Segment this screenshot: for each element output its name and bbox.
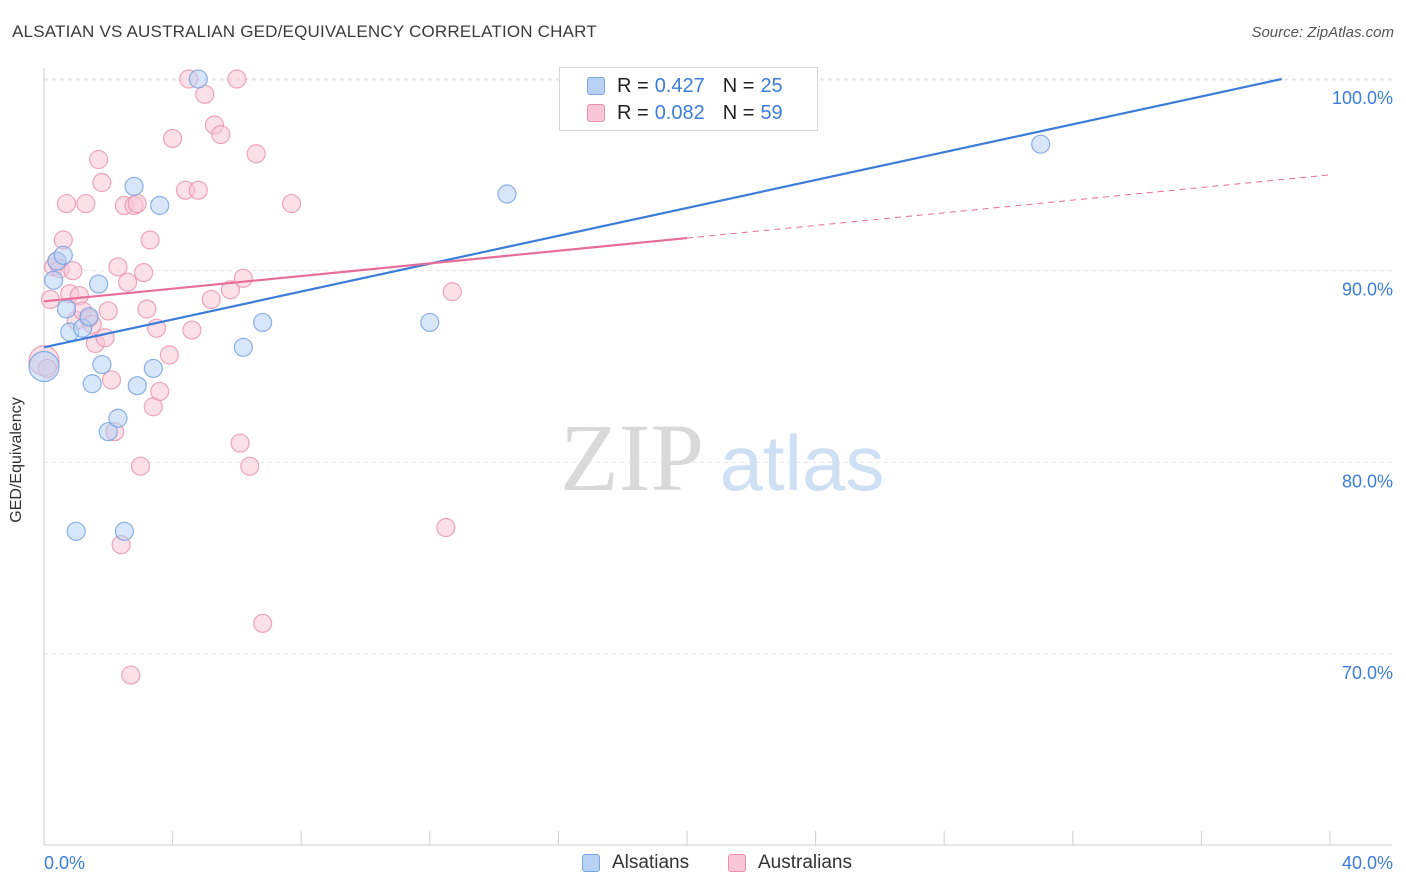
chart-title: ALSATIAN VS AUSTRALIAN GED/EQUIVALENCY C… — [12, 22, 597, 41]
australians-point — [98, 301, 118, 321]
legend-label: Alsatians — [612, 852, 690, 873]
australians-point — [211, 124, 231, 145]
r-value: 0.427 — [654, 74, 705, 97]
australians-point — [63, 261, 83, 281]
watermark-zip: ZIP — [560, 404, 704, 511]
y-tick-label: 90.0% — [1342, 280, 1393, 300]
alsatians-point — [497, 184, 517, 204]
alsatians-point — [233, 337, 253, 357]
r-value: 0.082 — [654, 101, 705, 124]
r-label: R = — [617, 74, 649, 97]
australians-points — [28, 69, 697, 685]
alsatians-point — [124, 176, 144, 196]
alsatians-point — [98, 422, 118, 442]
alsatians-point — [114, 521, 134, 541]
australians-swatch — [728, 854, 746, 872]
australians-point — [442, 282, 462, 302]
alsatians-points — [28, 69, 1051, 541]
australians-point — [188, 180, 208, 200]
legend-item-alsatians[interactable]: Alsatians — [582, 852, 689, 874]
alsatians-point — [143, 358, 163, 379]
legend-label: Australians — [758, 852, 852, 873]
australians-point — [436, 517, 456, 538]
australians-point — [220, 280, 241, 300]
australians-point — [281, 193, 302, 214]
australians-point — [101, 370, 122, 390]
y-tick-labels: 70.0% 80.0% 90.0% 100.0% — [1332, 88, 1393, 683]
axes — [43, 68, 1392, 846]
watermark: ZIP atlas — [560, 404, 884, 511]
alsatians-point — [56, 299, 77, 319]
australians-point — [227, 69, 247, 89]
trend-lines — [43, 77, 1331, 349]
alsatians-point — [66, 521, 86, 541]
australians-trend-extension — [686, 174, 1331, 239]
australians-point — [246, 144, 266, 164]
x-tick-label: 40.0% — [1342, 853, 1393, 873]
stats-row-australians: R = 0.082 N = 59 — [587, 101, 783, 125]
alsatians-point — [1031, 134, 1051, 154]
stats-legend: R = 0.427 N = 25 R = 0.082 N = 59 — [559, 67, 818, 131]
australians-point — [159, 345, 179, 365]
australians-point — [134, 262, 154, 283]
australians-trend-line — [43, 236, 688, 303]
australians-point — [95, 328, 115, 348]
australians-point — [89, 149, 109, 170]
n-label: N = — [722, 74, 755, 97]
y-tick-label: 70.0% — [1342, 663, 1393, 683]
australians-point — [121, 665, 141, 685]
alsatians-swatch — [582, 854, 600, 872]
alsatians-point — [420, 312, 440, 333]
australians-point — [182, 320, 202, 340]
australians-point — [137, 299, 157, 319]
alsatians-point — [53, 245, 73, 265]
r-label: R = — [617, 101, 649, 124]
australians-point — [92, 172, 112, 193]
australians-point — [140, 230, 160, 250]
legend-item-australians[interactable]: Australians — [728, 852, 852, 874]
x-tick-label: 0.0% — [44, 853, 85, 873]
alsatians-point — [44, 270, 64, 290]
alsatians-swatch — [587, 77, 605, 95]
stats-row-alsatians: R = 0.427 N = 25 — [587, 74, 783, 98]
alsatians-point — [108, 408, 128, 428]
australians-point — [253, 613, 273, 633]
australians-point — [201, 289, 221, 310]
australians-point — [56, 193, 77, 214]
gridlines — [44, 78, 1392, 655]
y-tick-label: 100.0% — [1332, 88, 1393, 108]
australians-point — [150, 381, 170, 402]
watermark-atlas: atlas — [720, 419, 885, 507]
australians-point — [233, 268, 253, 288]
alsatians-point — [127, 376, 147, 396]
x-tick-labels: 0.0% 40.0% — [44, 853, 1393, 873]
australians-point — [117, 272, 138, 292]
australians-swatch — [587, 104, 605, 122]
alsatians-point — [82, 374, 102, 394]
australians-point — [230, 433, 250, 453]
australians-point — [163, 128, 183, 149]
alsatians-point — [92, 354, 112, 375]
australians-point — [130, 456, 151, 476]
n-value: 59 — [760, 101, 783, 124]
y-axis-label: GED/Equivalency — [8, 397, 25, 523]
alsatians-point — [79, 307, 99, 327]
australians-point — [240, 456, 260, 476]
alsatians-point — [89, 274, 109, 294]
australians-point — [127, 193, 147, 214]
n-label: N = — [722, 101, 755, 124]
alsatians-point — [28, 350, 60, 383]
n-value: 25 — [760, 74, 783, 97]
y-tick-label: 80.0% — [1342, 471, 1393, 491]
alsatians-point — [150, 195, 170, 216]
alsatians-point — [253, 312, 273, 333]
series-legend: Alsatians Australians — [0, 852, 1406, 876]
australians-point — [108, 257, 128, 277]
source-label: Source: ZipAtlas.com — [1251, 24, 1394, 41]
alsatians-trend-line — [43, 77, 1283, 349]
australians-point — [76, 193, 96, 214]
alsatians-point — [188, 69, 208, 89]
